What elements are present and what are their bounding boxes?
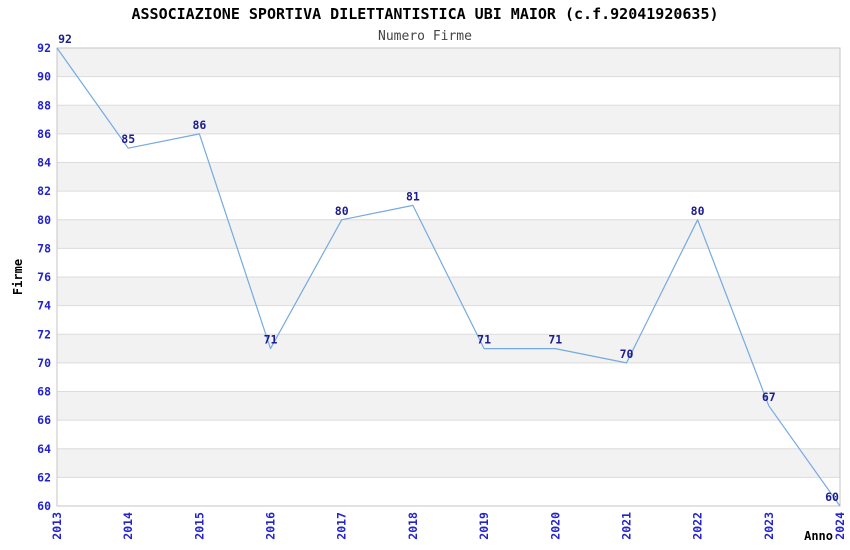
y-tick-label: 76: [37, 270, 51, 284]
y-tick-label: 72: [37, 327, 51, 341]
grid-band: [57, 391, 840, 421]
chart-title: ASSOCIAZIONE SPORTIVA DILETTANTISTICA UB…: [132, 5, 719, 23]
data-point-label: 85: [121, 132, 135, 146]
y-tick-label: 70: [37, 356, 51, 370]
y-axis-tick-labels: 60 62 64 66 68 70 72 74 76 78 80 82 84 86 88 90 92: [37, 41, 51, 513]
y-tick-label: 90: [37, 70, 51, 84]
grid-band: [57, 219, 840, 249]
x-tick-label: 2023: [762, 512, 776, 540]
grid-band: [57, 448, 840, 478]
data-point-label: 80: [335, 204, 349, 218]
y-tick-label: 82: [37, 184, 51, 198]
data-point-label: 81: [406, 189, 420, 203]
x-tick-label: 2024: [833, 512, 847, 540]
y-tick-label: 62: [37, 470, 51, 484]
x-tick-label: 2019: [477, 512, 491, 540]
data-point-labels: 92 85 86 71 80 81 71 71 70 80 67 60: [58, 32, 839, 504]
grid-band: [57, 162, 840, 192]
y-tick-label: 86: [37, 127, 51, 141]
data-point-label: 67: [762, 390, 776, 404]
grid-band: [57, 334, 840, 363]
x-tick-label: 2018: [406, 512, 420, 540]
y-tick-label: 84: [37, 156, 51, 170]
y-tick-label: 74: [37, 299, 51, 313]
data-point-label: 71: [477, 333, 491, 347]
data-point-label: 86: [192, 118, 206, 132]
data-point-label: 71: [548, 333, 562, 347]
data-line-numero-firme: [56, 47, 841, 507]
y-tick-label: 68: [37, 385, 51, 399]
data-point-label: 80: [691, 204, 705, 218]
chart-subtitle: Numero Firme: [378, 29, 472, 44]
plot-border: [56, 47, 841, 507]
x-tick-label: 2017: [335, 512, 349, 540]
y-tick-label: 80: [37, 213, 51, 227]
data-point-label: 71: [264, 333, 278, 347]
grid-band: [57, 277, 840, 306]
data-point-label: 60: [825, 490, 839, 504]
y-tick-label: 92: [37, 41, 51, 55]
x-tick-label: 2022: [691, 512, 705, 540]
y-axis-title: Firme: [11, 259, 25, 295]
data-point-label: 70: [620, 347, 634, 361]
x-tick-label: 2020: [548, 512, 562, 540]
x-tick-label: 2021: [620, 512, 634, 540]
x-axis-tick-labels: 2013 2014 2015 2016 2017 2018 2019 2020 2021 2022…: [50, 512, 847, 540]
y-tick-label: 64: [37, 442, 51, 456]
data-point-label: 92: [58, 32, 72, 46]
x-tick-label: 2014: [121, 512, 135, 540]
grid-band: [57, 105, 840, 134]
x-tick-label: 2016: [264, 512, 278, 540]
y-tick-label: 88: [37, 98, 51, 112]
background-bands: [57, 48, 840, 478]
x-axis-title: Anno: [804, 529, 833, 543]
x-tick-label: 2013: [50, 512, 64, 540]
grid-band: [57, 48, 840, 77]
y-tick-label: 66: [37, 413, 51, 427]
x-tick-label: 2015: [192, 512, 206, 540]
y-tick-label: 60: [37, 499, 51, 513]
y-tick-label: 78: [37, 241, 51, 255]
